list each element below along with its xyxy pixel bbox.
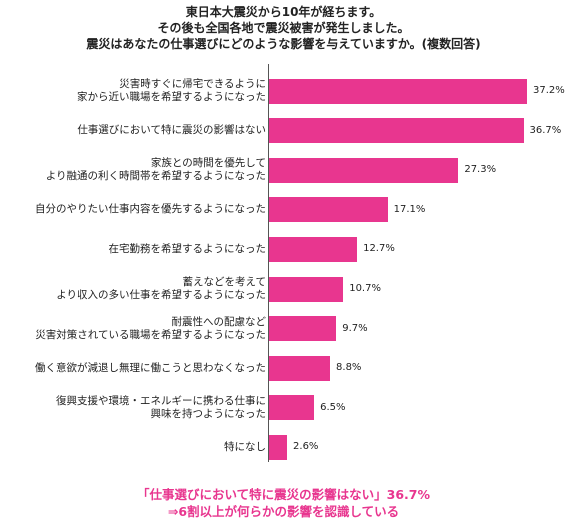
category-label-3: 家族との時間を優先して より融通の利く時間帯を希望するようになった (0, 157, 266, 183)
category-label-8: 働く意欲が減退し無理に働こうと思わなくなった (0, 362, 266, 375)
bar-7 (269, 316, 337, 342)
bar-10 (269, 434, 288, 460)
category-label-line: 仕事選びにおいて特に震災の影響はない (77, 124, 266, 137)
category-label-line: 特になし (224, 440, 266, 453)
summary-note: 「仕事選びにおいて特に震災の影響はない」36.7% ⇒6割以上が何らかの影響を認… (0, 486, 567, 520)
category-label-1: 災害時すぐに帰宅できるように 家から近い職場を希望するようになった (0, 78, 266, 104)
category-label-line: より収入の多い仕事を希望するようになった (56, 289, 266, 301)
category-label-line: 耐震性への配慮など (171, 315, 267, 328)
category-label-line: 災害対策されている職場を希望するようになった (35, 328, 266, 341)
category-label-line: 家族との時間を優先して (150, 157, 266, 170)
category-label-line: 復興支援や環境・エネルギーに携わる仕事に (56, 394, 266, 407)
bar-2 (269, 118, 524, 144)
title-line-3: 震災はあなたの仕事選びにどのような影響を与えていますか。(複数回答) (86, 37, 481, 51)
value-label-7: 9.7% (342, 322, 368, 334)
value-label-2: 36.7% (529, 124, 562, 136)
note-line-2: ⇒6割以上が何らかの影響を認識している (167, 504, 400, 519)
category-label-line: 在宅勤務を希望するようになった (108, 242, 267, 255)
title-line-2: その後も全国各地で震災被害が発生しました。 (157, 21, 410, 35)
note-line-1: 「仕事選びにおいて特に震災の影響はない」36.7% (137, 487, 430, 502)
bar-9 (269, 395, 315, 421)
y-axis-line (268, 64, 269, 462)
value-label-8: 8.8% (336, 362, 362, 374)
title-line-1: 東日本大震災から10年が経ちます。 (185, 5, 382, 19)
value-label-10: 2.6% (293, 441, 319, 453)
category-label-5: 在宅勤務を希望するようになった (0, 242, 267, 256)
bar-3 (269, 157, 459, 183)
category-label-line: 働く意欲が減退し無理に働こうと思わなくなった (35, 361, 266, 374)
bar-1 (269, 78, 527, 104)
category-label-line: 興味を持つようになった (150, 407, 267, 420)
value-label-5: 12.7% (363, 243, 395, 255)
category-label-2: 仕事選びにおいて特に震災の影響はない (0, 124, 266, 137)
bar-8 (269, 355, 331, 381)
value-label-9: 6.5% (320, 401, 346, 413)
bar-4 (269, 197, 388, 223)
category-label-line: 蓄えなどを考えて (182, 276, 266, 288)
value-label-1: 37.2% (533, 85, 565, 96)
bar-6 (269, 276, 344, 302)
category-label-4: 自分のやりたい仕事内容を優先するようになった (0, 203, 266, 216)
category-label-7: 耐震性への配慮など 災害対策されている職場を希望するようになった (0, 316, 266, 342)
category-label-line: より融通の利く時間帯を希望するようになった (45, 170, 266, 183)
category-label-10: 特になし (0, 441, 266, 454)
value-label-6: 10.7% (349, 283, 381, 294)
category-label-line: 災害時すぐに帰宅できるように (119, 78, 266, 90)
category-label-9: 復興支援や環境・エネルギーに携わる仕事に 興味を持つようになった (0, 395, 266, 421)
category-label-6: 蓄えなどを考えて より収入の多い仕事を希望するようになった (0, 276, 266, 302)
chart-title: 東日本大震災から10年が経ちます。 その後も全国各地で震災被害が発生しました。 … (0, 4, 567, 52)
category-label-line: 自分のやりたい仕事内容を優先するようになった (35, 203, 266, 216)
category-label-line: 家から近い職場を希望するようになった (77, 91, 266, 103)
bar-5 (269, 236, 358, 262)
value-label-4: 17.1% (393, 203, 426, 215)
value-label-3: 27.3% (464, 164, 497, 176)
